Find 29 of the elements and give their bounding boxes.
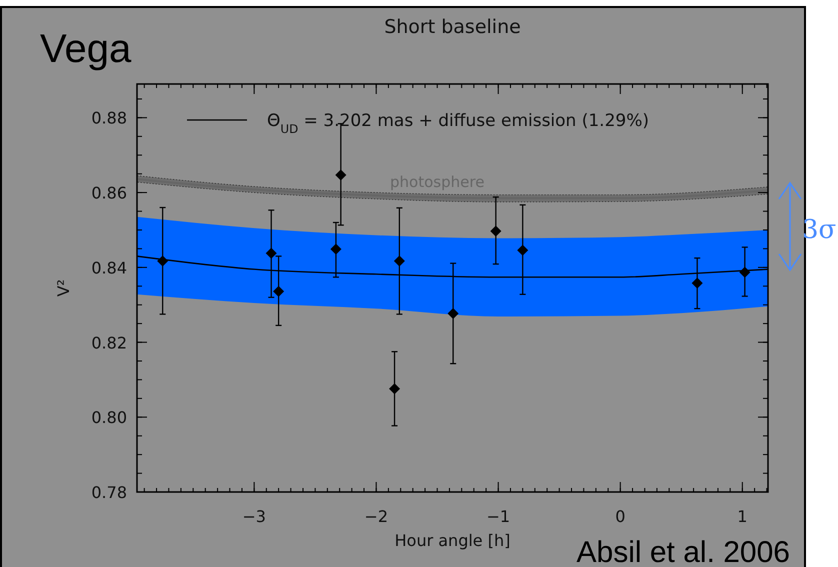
x-tick-label: 1 <box>737 507 748 526</box>
point <box>490 226 502 237</box>
x-axis-title: Hour angle [h] <box>394 531 510 550</box>
point <box>394 256 405 267</box>
y-tick-label: 0.84 <box>91 258 127 278</box>
x-tick-label: −2 <box>364 507 388 526</box>
y-tick-label: 0.82 <box>91 333 127 352</box>
x-tick-label: 0 <box>615 507 626 526</box>
point <box>517 244 528 256</box>
chart-title: Short baseline <box>384 16 521 38</box>
x-tick-label: −3 <box>242 507 266 526</box>
point <box>273 286 284 297</box>
y-tick-label: 0.88 <box>91 108 127 128</box>
point <box>330 244 342 255</box>
y-tick-label: 0.80 <box>91 408 127 428</box>
text: Absil et al. 2006 <box>576 536 790 567</box>
point <box>389 383 400 394</box>
y-tick-label: 0.86 <box>91 184 127 203</box>
text: Vega <box>40 27 132 71</box>
y-axis-title: V² <box>54 279 73 297</box>
y-tick-label: 0.78 <box>91 483 127 502</box>
point <box>157 256 168 267</box>
point <box>739 266 750 278</box>
point <box>266 248 277 259</box>
x-tick-label: −1 <box>486 507 510 526</box>
legend-label: Θ$_{UD}$ = 3.202 mas + diffuse emission (1.29%) <box>267 111 650 136</box>
point <box>692 278 703 289</box>
point <box>448 308 459 319</box>
point <box>335 169 346 180</box>
